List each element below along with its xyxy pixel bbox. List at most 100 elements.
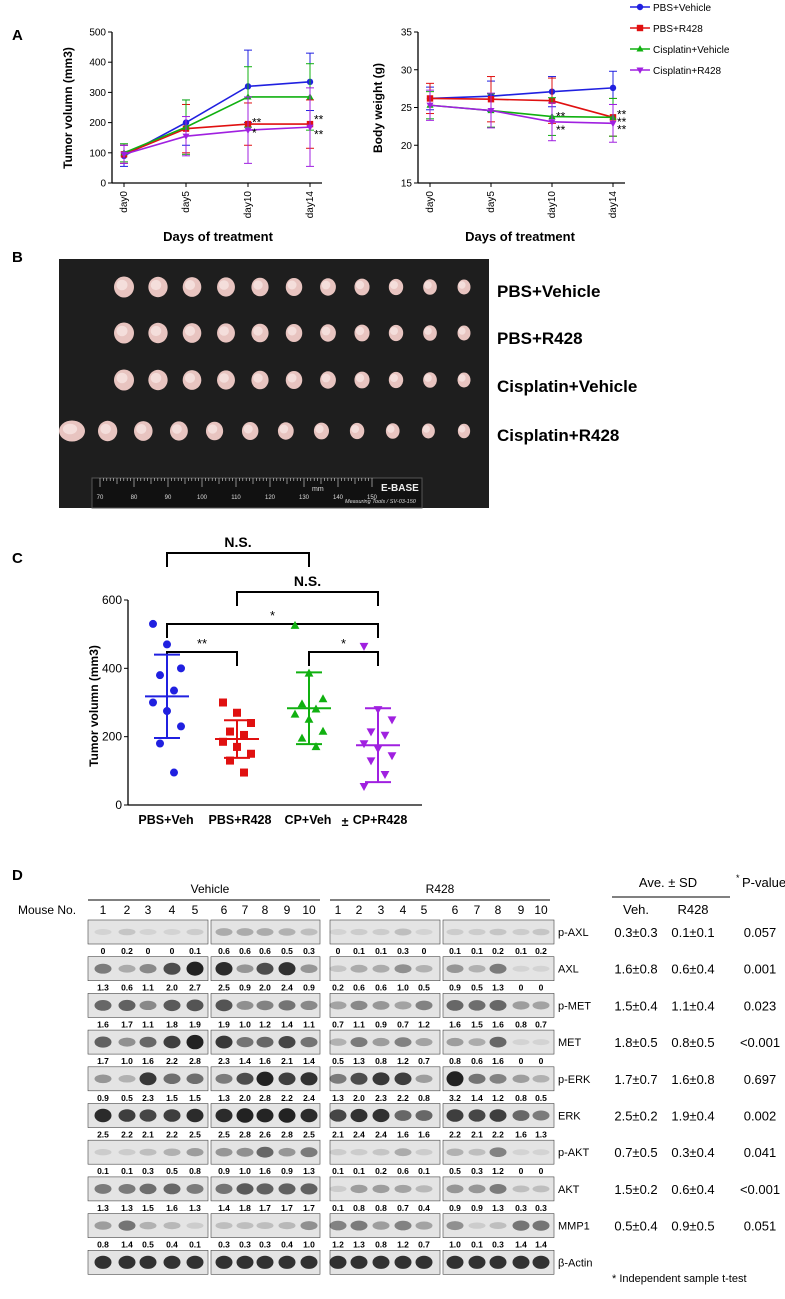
tumor-volume-x-tick-label: day14 — [305, 191, 316, 219]
densitometry-value: 2.1 — [142, 1130, 154, 1140]
average-veh: 0.7±0.5 — [614, 1145, 657, 1160]
lane-number: 5 — [421, 903, 428, 917]
densitometry-value: 0.1 — [353, 946, 365, 956]
tumor-highlight — [351, 424, 360, 434]
densitometry-value: 0 — [170, 946, 175, 956]
body-weight-significance-mark: ** — [617, 122, 627, 136]
densitometry-value: 1.4 — [121, 1240, 133, 1250]
ruler-number: 110 — [231, 495, 241, 501]
body-weight-data-point — [548, 119, 556, 126]
densitometry-value: 1.3 — [332, 1093, 344, 1103]
densitometry-value: 1.1 — [353, 1019, 365, 1029]
panel-label-b: B — [12, 249, 23, 266]
scatter-point — [304, 668, 314, 677]
tumor-volume-x-tick-label: day0 — [119, 191, 130, 213]
densitometry-value: 1.6 — [492, 1019, 504, 1029]
blot-band — [329, 1185, 347, 1193]
lane-number: 9 — [518, 903, 525, 917]
densitometry-value: 1.4 — [218, 1203, 230, 1213]
densitometry-value: 1.2 — [418, 1019, 430, 1029]
average-veh: 1.8±0.5 — [614, 1035, 657, 1050]
tumor-volume-y-tick-label: 300 — [89, 88, 106, 99]
densitometry-value: 2.8 — [239, 1130, 251, 1140]
blot-panel — [442, 919, 555, 945]
significance-label: * — [341, 636, 346, 651]
blot-band — [512, 965, 530, 972]
tumor-volume-data-point — [244, 127, 252, 134]
densitometry-value: 0.1 — [332, 1203, 344, 1213]
densitometry-value: 0.3 — [492, 1240, 504, 1250]
blot-band — [278, 1222, 296, 1230]
scatter-point — [226, 727, 234, 736]
densitometry-value: 0.3 — [397, 946, 409, 956]
blot-band — [236, 964, 254, 974]
blot-band — [256, 962, 274, 975]
protein-label: MMP1 — [558, 1221, 590, 1233]
legend-marker — [636, 45, 644, 52]
densitometry-value: 0 — [519, 983, 524, 993]
blot-band — [186, 1222, 204, 1229]
densitometry-value: 1.6 — [166, 1203, 178, 1213]
tumor-highlight — [458, 281, 466, 289]
tumor-highlight — [219, 373, 229, 383]
blot-panel — [87, 1213, 209, 1238]
densitometry-value: 2.8 — [281, 1130, 293, 1140]
tumor-volume-y-tick-label: 200 — [89, 118, 106, 129]
blot-panel — [329, 993, 441, 1018]
significance-bracket — [166, 552, 310, 567]
scatter-point — [226, 756, 234, 765]
densitometry-value: 1.7 — [121, 1019, 133, 1029]
densitometry-value: 0.9 — [239, 983, 251, 993]
blot-band — [186, 961, 204, 976]
tumor-volume-significance-mark: * — [252, 126, 257, 140]
tumor-highlight — [279, 424, 289, 434]
scatter-point — [290, 709, 300, 718]
photo-group-label: PBS+Vehicle — [497, 282, 600, 301]
blot-band — [489, 928, 507, 936]
body-weight-significance-mark: ** — [617, 115, 627, 129]
panel-label-a: A — [12, 27, 23, 44]
blot-band — [350, 1149, 368, 1156]
blot-band — [468, 1255, 486, 1269]
blot-band — [372, 1001, 390, 1010]
blot-band — [446, 1071, 464, 1087]
densitometry-value: 1.2 — [332, 1240, 344, 1250]
blot-band — [532, 1110, 550, 1121]
blot-band — [350, 1255, 368, 1269]
densitometry-value: 1.7 — [97, 1056, 109, 1066]
tumor-highlight — [458, 327, 466, 335]
body-weight-y-label: Body weight (g) — [371, 63, 385, 153]
tumor-highlight — [253, 326, 263, 336]
blot-band — [415, 1038, 433, 1047]
scatter-point — [387, 716, 397, 725]
blot-band — [446, 1184, 464, 1194]
densitometry-value: 2.5 — [303, 1130, 315, 1140]
blot-band — [118, 1109, 136, 1122]
tumor-highlight — [150, 325, 162, 337]
scatter-point — [290, 620, 300, 629]
blot-band — [139, 1183, 157, 1195]
body-weight-significance-mark: ** — [617, 107, 627, 121]
blot-band — [163, 1222, 181, 1230]
blot-band — [94, 1000, 112, 1011]
blot-band — [256, 1000, 274, 1011]
blot-band — [489, 1222, 507, 1230]
blot-band — [512, 1185, 530, 1193]
densitometry-value: 1.3 — [189, 1203, 201, 1213]
tumor-highlight — [100, 423, 111, 435]
tumor-highlight — [458, 425, 466, 433]
blot-band — [446, 928, 464, 936]
blot-band — [372, 1108, 390, 1123]
densitometry-value: 0.3 — [303, 946, 315, 956]
ruler-number: 150 — [367, 495, 378, 501]
blot-panel — [210, 1139, 321, 1165]
body-weight-series: ********** — [426, 70, 627, 143]
densitometry-value: 1.3 — [121, 1203, 133, 1213]
blot-band — [372, 1037, 390, 1047]
body-weight-series-line — [429, 87, 614, 100]
scatter-point — [297, 733, 307, 742]
ruler-number: 140 — [333, 495, 344, 501]
tumor-specimens — [59, 276, 471, 442]
blot-band — [468, 1222, 486, 1229]
